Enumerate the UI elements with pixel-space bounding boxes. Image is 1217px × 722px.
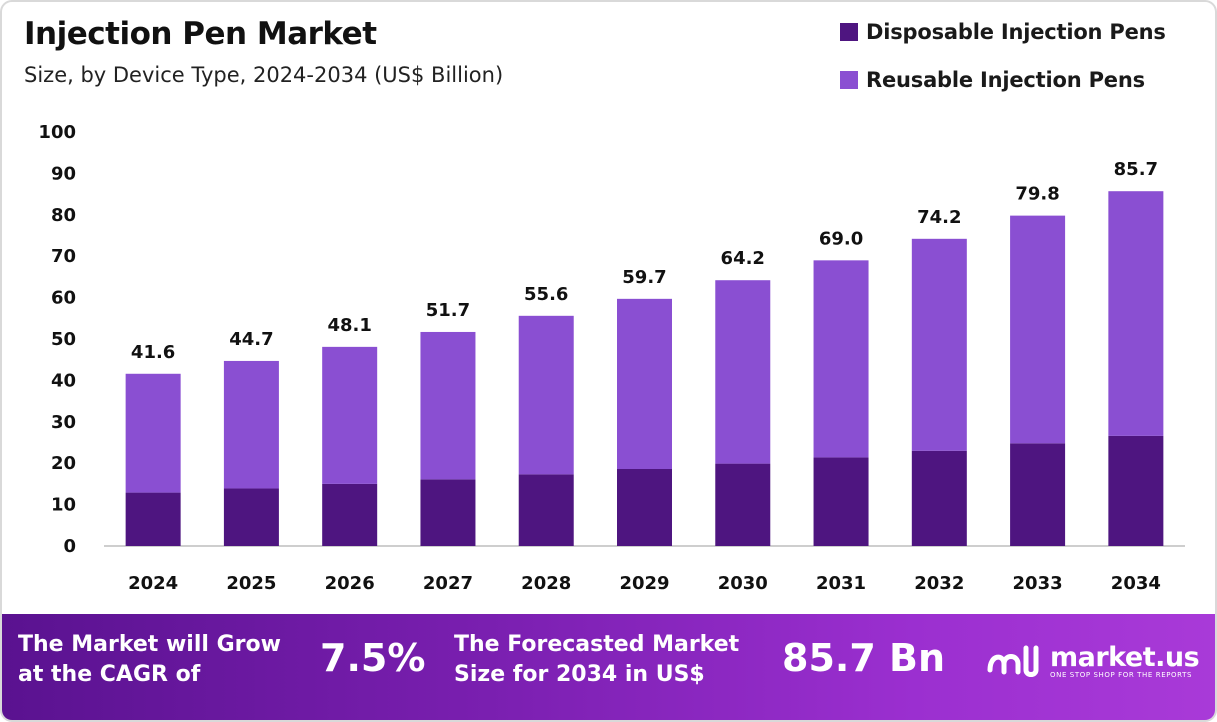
- legend-label-disposable: Disposable Injection Pens: [866, 20, 1166, 44]
- data-label-total: 85.7: [1114, 159, 1158, 180]
- y-tick-label: 20: [51, 453, 76, 474]
- legend-label-reusable: Reusable Injection Pens: [866, 68, 1145, 92]
- bar-reusable: [715, 280, 771, 464]
- cagr-value: 7.5%: [320, 636, 426, 680]
- y-tick-label: 0: [63, 536, 76, 557]
- bar-disposable: [420, 479, 476, 546]
- bar-disposable: [223, 488, 279, 546]
- x-tick-label: 2026: [325, 573, 375, 594]
- brand-name: market.us: [1050, 641, 1200, 673]
- forecast-value: 85.7 Bn: [782, 636, 946, 680]
- forecast-text: The Forecasted Market Size for 2034 in U…: [454, 630, 739, 690]
- y-tick-label: 40: [51, 370, 76, 391]
- brand-tagline: ONE STOP SHOP FOR THE REPORTS: [1050, 670, 1193, 679]
- cagr-text: The Market will Grow at the CAGR of: [18, 630, 281, 690]
- y-tick-label: 10: [51, 495, 76, 516]
- bar-disposable: [518, 474, 574, 546]
- bar-reusable: [125, 373, 181, 493]
- data-label-total: 44.7: [229, 329, 273, 350]
- y-tick-label: 100: [38, 122, 76, 143]
- bar-reusable: [1108, 191, 1164, 436]
- x-tick-label: 2030: [718, 573, 768, 594]
- market-us-logo-icon: [987, 645, 1039, 677]
- legend-item-reusable: Reusable Injection Pens: [840, 64, 1166, 96]
- legend: Disposable Injection Pens Reusable Injec…: [840, 16, 1166, 112]
- bar-disposable: [322, 483, 378, 546]
- brand-logo: market.us ONE STOP SHOP FOR THE REPORTS: [986, 640, 1200, 680]
- bar-reusable: [617, 298, 672, 469]
- forecast-text-line1: The Forecasted Market: [454, 632, 740, 657]
- data-label-total: 51.7: [426, 300, 470, 321]
- cagr-text-line1: The Market will Grow: [18, 632, 281, 657]
- chart-title: Injection Pen Market: [24, 16, 377, 52]
- y-tick-label: 30: [51, 412, 76, 433]
- x-tick-label: 2033: [1013, 573, 1063, 594]
- bar-chart: 010203040506070809010041.6202444.7202548…: [38, 122, 1185, 594]
- bar-reusable: [911, 238, 967, 451]
- bar-reusable: [223, 360, 279, 489]
- chart-subtitle: Size, by Device Type, 2024-2034 (US$ Bil…: [24, 63, 504, 87]
- bar-disposable: [813, 457, 869, 546]
- bar-reusable: [420, 331, 476, 480]
- y-tick-label: 50: [51, 329, 76, 350]
- y-tick-label: 60: [51, 288, 76, 309]
- forecast-text-line2: Size for 2034 in US$: [454, 662, 705, 687]
- x-tick-label: 2034: [1111, 573, 1161, 594]
- y-tick-label: 70: [51, 246, 76, 267]
- data-label-total: 41.6: [131, 342, 175, 363]
- x-tick-label: 2028: [521, 573, 571, 594]
- bar-disposable: [1108, 435, 1164, 546]
- bar-reusable: [1010, 215, 1066, 444]
- bar-reusable: [813, 260, 869, 458]
- bar-disposable: [911, 450, 967, 546]
- data-label-total: 55.6: [524, 284, 568, 305]
- x-tick-label: 2031: [816, 573, 866, 594]
- x-tick-label: 2024: [128, 573, 178, 594]
- bar-reusable: [322, 346, 378, 484]
- legend-swatch-disposable: [840, 23, 858, 41]
- bar-disposable: [1010, 443, 1066, 546]
- x-tick-label: 2032: [914, 573, 964, 594]
- y-tick-label: 80: [51, 205, 76, 226]
- footer-banner: The Market will Grow at the CAGR of 7.5%…: [2, 614, 1215, 720]
- x-tick-label: 2025: [226, 573, 276, 594]
- cagr-text-line2: at the CAGR of: [18, 662, 201, 687]
- data-label-total: 64.2: [721, 248, 765, 269]
- legend-swatch-reusable: [840, 71, 858, 89]
- data-label-total: 79.8: [1015, 184, 1059, 205]
- bar-disposable: [617, 468, 672, 546]
- data-label-total: 74.2: [917, 207, 961, 228]
- bar-reusable: [518, 315, 574, 475]
- x-tick-label: 2027: [423, 573, 473, 594]
- data-label-total: 69.0: [819, 228, 863, 249]
- bar-disposable: [125, 492, 181, 546]
- y-tick-label: 90: [51, 163, 76, 184]
- legend-item-disposable: Disposable Injection Pens: [840, 16, 1166, 48]
- data-label-total: 59.7: [622, 267, 666, 288]
- x-tick-label: 2029: [619, 573, 669, 594]
- bar-disposable: [715, 463, 771, 546]
- data-label-total: 48.1: [327, 315, 371, 336]
